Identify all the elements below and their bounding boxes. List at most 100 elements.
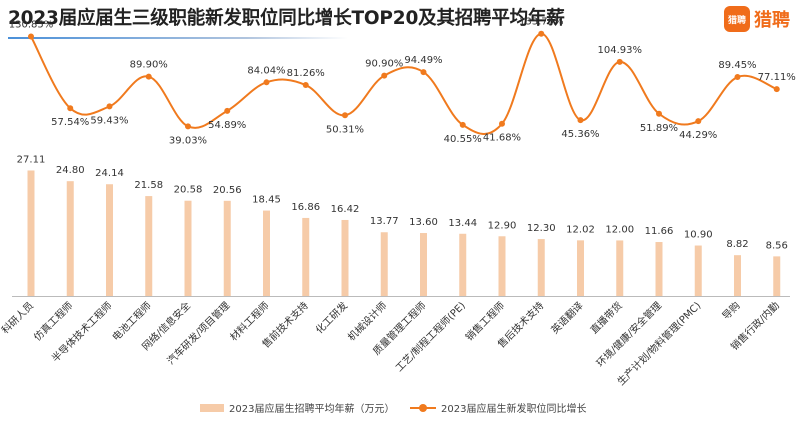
salary-value-label: 12.00 bbox=[605, 224, 634, 235]
growth-value-label: 94.49% bbox=[404, 55, 442, 66]
salary-value-label: 12.30 bbox=[527, 223, 556, 234]
chart-canvas: 27.11 24.80 24.14 21.58 20.58 20.56 18.45 16.86… bbox=[0, 17, 796, 388]
growth-value-label: 51.89% bbox=[640, 123, 678, 134]
salary-bar bbox=[734, 255, 741, 296]
growth-value-label: 41.68% bbox=[483, 133, 521, 144]
growth-value-label: 44.29% bbox=[679, 130, 717, 141]
salary-value-label: 24.80 bbox=[56, 165, 85, 176]
salary-bar bbox=[184, 200, 192, 296]
growth-point bbox=[695, 118, 702, 125]
growth-point bbox=[185, 123, 191, 130]
chart-legend: 2023届应届生招聘平均年薪（万元） 2023届应届生新发职位同比增长 bbox=[0, 400, 798, 420]
growth-value-label: 54.89% bbox=[208, 120, 246, 131]
growth-value-label: 90.90% bbox=[365, 59, 403, 70]
legend-swatch-bar bbox=[200, 403, 224, 412]
category-label: 材料工程师 bbox=[227, 299, 272, 344]
salary-bar bbox=[223, 200, 231, 296]
title-underline bbox=[8, 37, 348, 39]
category-label: 科研人员 bbox=[0, 299, 36, 336]
liepin-logo-icon: 猎聘 bbox=[724, 6, 750, 32]
growth-value-label: 40.55% bbox=[444, 134, 482, 145]
category-label: 导购 bbox=[719, 299, 742, 322]
legend-item-growth: 2023届应届生新发职位同比增长 bbox=[410, 400, 586, 415]
category-label: 环境/健康/安全管理 bbox=[594, 299, 665, 370]
growth-point bbox=[577, 117, 584, 124]
salary-value-label: 21.58 bbox=[134, 180, 163, 191]
salary-bar bbox=[616, 240, 624, 296]
liepin-logo-text: 猎聘 bbox=[754, 10, 790, 31]
growth-point bbox=[224, 107, 231, 114]
salary-bar bbox=[420, 233, 427, 296]
category-label: 汽车研发/项目管理 bbox=[164, 299, 232, 367]
salary-bar bbox=[263, 210, 270, 296]
salary-bar bbox=[577, 240, 584, 296]
legend-item-salary: 2023届应届生招聘平均年薪（万元） bbox=[200, 400, 394, 415]
growth-value-label: 39.03% bbox=[169, 135, 207, 146]
salary-bar bbox=[66, 181, 74, 296]
salary-value-label: 20.58 bbox=[174, 185, 203, 196]
growth-point bbox=[67, 105, 74, 112]
salary-bar bbox=[655, 242, 663, 296]
salary-bar bbox=[459, 233, 467, 296]
category-label: 销售工程师 bbox=[463, 299, 508, 344]
salary-value-label: 16.42 bbox=[331, 204, 360, 215]
category-label: 化工研发 bbox=[313, 299, 350, 336]
legend-label-growth: 2023届应届生新发职位同比增长 bbox=[441, 404, 587, 415]
growth-point bbox=[342, 112, 348, 119]
growth-value-label: 50.31% bbox=[326, 124, 364, 135]
growth-value-label: 104.93% bbox=[598, 45, 643, 56]
growth-value-label: 130.85% bbox=[9, 20, 54, 31]
salary-bar bbox=[694, 245, 702, 296]
growth-point bbox=[459, 121, 466, 128]
growth-point bbox=[734, 74, 741, 81]
salary-bar bbox=[380, 232, 388, 296]
growth-value-label: 89.45% bbox=[718, 60, 756, 71]
salary-value-label: 12.02 bbox=[566, 224, 595, 235]
growth-point bbox=[263, 79, 270, 86]
growth-point bbox=[145, 73, 152, 80]
growth-point bbox=[656, 110, 662, 117]
salary-bar bbox=[302, 217, 310, 296]
growth-value-label: 84.04% bbox=[247, 65, 285, 76]
growth-point bbox=[616, 58, 623, 65]
growth-point bbox=[773, 86, 780, 93]
growth-point bbox=[381, 72, 388, 79]
growth-point bbox=[106, 103, 113, 110]
salary-value-label: 18.45 bbox=[252, 195, 281, 206]
growth-value-label: 81.26% bbox=[287, 68, 325, 79]
liepin-logo: 猎聘 猎聘 bbox=[724, 6, 790, 32]
legend-label-salary: 2023届应届生招聘平均年薪（万元） bbox=[229, 404, 395, 415]
salary-value-label: 8.82 bbox=[726, 239, 748, 250]
growth-point bbox=[302, 82, 309, 89]
growth-value-label: 89.90% bbox=[130, 60, 168, 71]
salary-value-label: 10.90 bbox=[684, 230, 713, 241]
salary-bar bbox=[498, 236, 506, 296]
salary-bar bbox=[537, 239, 545, 296]
salary-value-label: 24.14 bbox=[95, 168, 124, 179]
salary-value-label: 8.56 bbox=[766, 240, 788, 251]
growth-value-label: 57.54% bbox=[51, 117, 89, 128]
salary-value-label: 12.90 bbox=[488, 220, 517, 231]
growth-point bbox=[28, 33, 34, 40]
growth-value-label: 77.11% bbox=[758, 72, 796, 83]
growth-point bbox=[420, 69, 427, 76]
category-label: 工艺/制程工程师(PE) bbox=[393, 299, 468, 374]
salary-value-label: 13.77 bbox=[370, 216, 399, 227]
salary-bar bbox=[145, 196, 153, 296]
category-label: 仿真工程师 bbox=[31, 299, 76, 344]
category-label: 英语翻译 bbox=[548, 299, 585, 336]
salary-value-label: 13.44 bbox=[448, 218, 477, 229]
salary-value-label: 13.60 bbox=[409, 217, 438, 228]
growth-value-label: 133.75% bbox=[519, 17, 564, 28]
category-label: 直播带货 bbox=[587, 299, 624, 336]
salary-value-label: 16.86 bbox=[291, 202, 320, 213]
growth-point bbox=[538, 30, 545, 37]
legend-swatch-line bbox=[410, 403, 436, 412]
growth-value-label: 59.43% bbox=[90, 115, 128, 126]
salary-bar bbox=[106, 184, 113, 296]
salary-value-label: 11.66 bbox=[645, 226, 674, 237]
chart-title: 2023届应届生三级职能新发职位同比增长TOP20及其招聘平均年薪 bbox=[8, 8, 565, 29]
salary-value-label: 27.11 bbox=[17, 154, 46, 165]
salary-bar bbox=[341, 219, 349, 296]
growth-value-label: 45.36% bbox=[561, 129, 599, 140]
